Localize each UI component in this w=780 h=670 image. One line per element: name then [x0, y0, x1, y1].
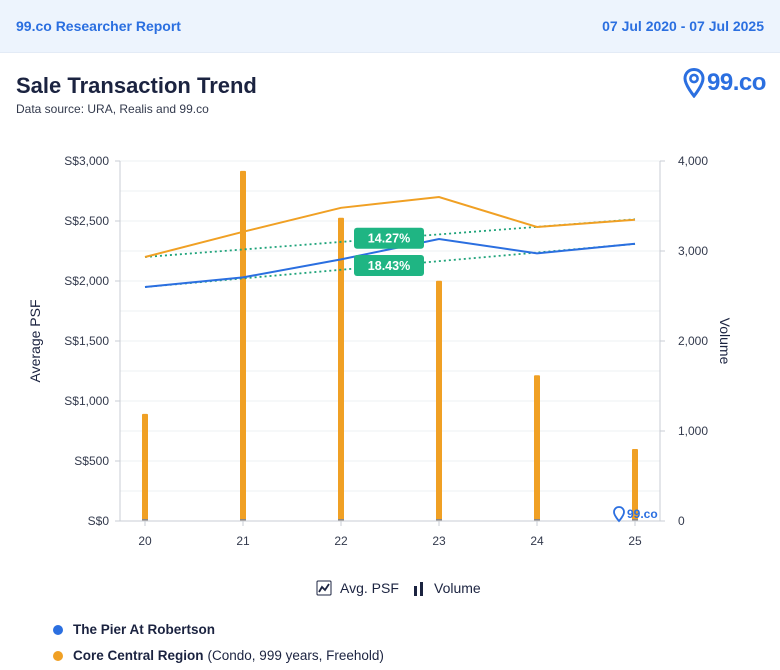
brand-logo: 99.co: [683, 68, 766, 98]
y-right-tick-label: 1,000: [678, 424, 708, 438]
y-left-tick-label: S$500: [74, 454, 109, 468]
trend-badge: [354, 227, 424, 249]
pier-volume-bar: [436, 519, 442, 521]
chart-axes: S$0 S$500 S$1,000 S$1,500 S$2,000 S$2,500 S$3,…: [27, 154, 733, 548]
legend-name-ccr: Core Central Region: [73, 648, 204, 663]
pier-volume-bar: [142, 519, 148, 521]
data-source: Data source: URA, Realis and 99.co: [16, 102, 209, 116]
x-tick-label: 21: [236, 534, 250, 548]
y-left-tick-label: S$3,000: [64, 154, 109, 168]
pier-volume-bar: [338, 519, 344, 521]
y-right-tick-label: 0: [678, 514, 685, 528]
pier-volume-bar: [534, 519, 540, 521]
x-tick-label: 22: [334, 534, 348, 548]
trend-badge: [354, 255, 424, 277]
page-title: Sale Transaction Trend: [16, 73, 257, 98]
y-left-tick-label: S$0: [88, 514, 110, 528]
location-pin-icon: [683, 68, 705, 98]
y-right-axis-title: Volume: [717, 318, 733, 365]
y-left-tick-label: S$2,000: [64, 274, 109, 288]
report-brand: 99.co Researcher Report: [16, 18, 181, 34]
volume-bar: [436, 280, 442, 521]
sale-trend-chart: S$0 S$500 S$1,000 S$1,500 S$2,000 S$2,500 S$3,…: [27, 154, 733, 548]
bar-chart-icon: [414, 582, 423, 596]
y-right-tick-label: 2,000: [678, 334, 708, 348]
toggle-avg-psf-label: Avg. PSF: [340, 580, 399, 596]
trend-badge-label: 18.43%: [368, 259, 410, 273]
x-tick-label: 24: [530, 534, 544, 548]
volume-bar: [142, 413, 148, 521]
legend-dot-pier: [53, 624, 63, 635]
y-left-tick-label: S$2,500: [64, 214, 109, 228]
y-left-axis-title: Average PSF: [27, 299, 43, 382]
legend-name-pier: The Pier At Robertson: [73, 622, 216, 637]
legend-item-pier: The Pier At Robertson: [53, 622, 215, 637]
x-tick-label: 20: [138, 534, 152, 548]
logo-text: 99.co: [707, 69, 766, 96]
volume-bar: [534, 375, 540, 521]
watermark-logo: 99.co: [613, 506, 658, 523]
volume-bars: [142, 170, 638, 521]
chart-labels: 14.27% 18.43% 99.co: [354, 227, 658, 523]
volume-bar: [632, 449, 638, 521]
legend-detail-ccr: (Condo, 999 years, Freehold): [207, 648, 384, 663]
trend-badge-label: 14.27%: [368, 232, 410, 246]
chart-grid: [120, 160, 660, 522]
y-right-tick-label: 4,000: [678, 154, 708, 168]
pier-volume-bar: [240, 519, 246, 521]
series-line: [144, 195, 636, 258]
date-range: 07 Jul 2020 - 07 Jul 2025: [602, 18, 764, 34]
report-header: 99.co Researcher Report 07 Jul 2020 - 07…: [0, 0, 780, 53]
legend-dot-ccr: [53, 650, 63, 661]
legend-item-ccr: Core Central Region (Condo, 999 years, F…: [53, 648, 384, 663]
y-left-tick-label: S$1,000: [64, 394, 109, 408]
y-left-tick-label: S$1,500: [64, 334, 109, 348]
x-tick-label: 25: [628, 534, 642, 548]
series-line: [144, 237, 636, 288]
toggle-volume-label: Volume: [434, 580, 481, 596]
volume-bar: [338, 217, 344, 521]
y-right-tick-label: 3,000: [678, 244, 708, 258]
volume-bar: [240, 170, 246, 521]
location-pin-icon: [613, 506, 625, 523]
watermark-text: 99.co: [627, 507, 658, 521]
toggle-volume[interactable]: Volume: [412, 580, 481, 596]
x-tick-label: 23: [432, 534, 446, 548]
line-chart-icon: [316, 580, 332, 596]
pier-volume-bar: [632, 519, 638, 521]
toggle-avg-psf[interactable]: Avg. PSF: [316, 580, 399, 596]
